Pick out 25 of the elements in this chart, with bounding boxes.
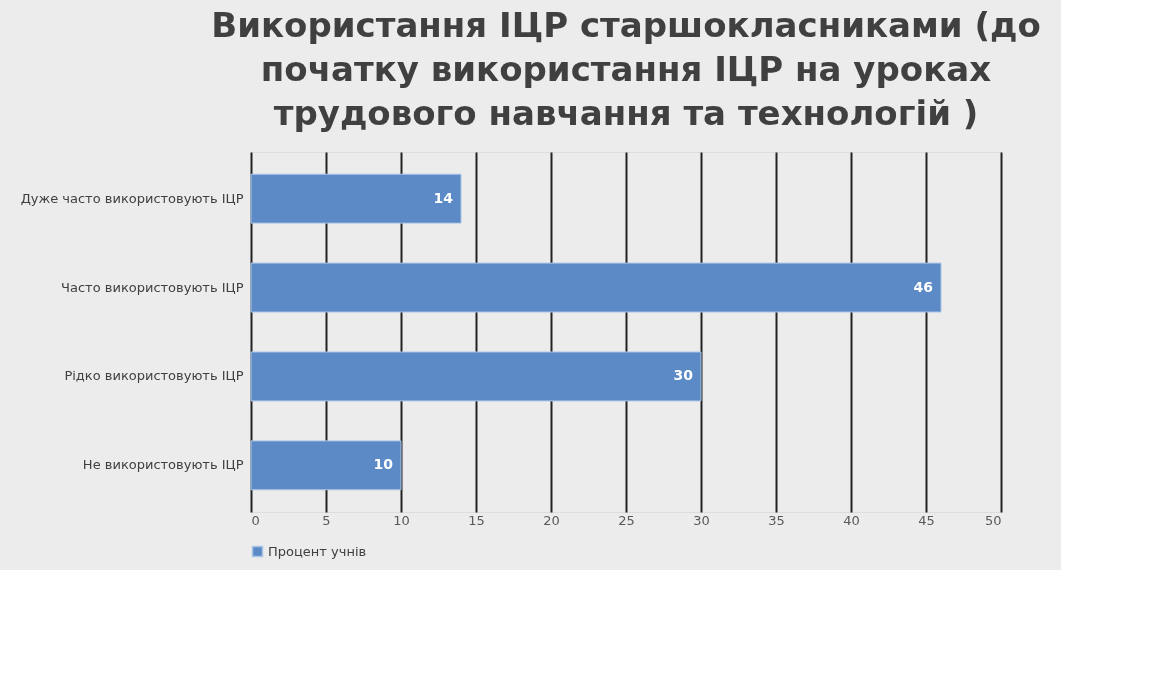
- data-label: 30: [673, 367, 694, 384]
- x-tick-label: 5: [322, 512, 331, 528]
- y-tick-label: Не використовують ІЦР: [82, 457, 244, 473]
- data-label: 46: [913, 278, 933, 295]
- chart-title: Використання ІЦР старшокласниками (до початку використання ІЦР на уроках трудового навчання та технологій ): [211, 5, 1041, 133]
- legend-label: Процент учнів: [268, 543, 367, 559]
- x-tick-label: 50: [984, 512, 1002, 528]
- y-tick-label: Часто використовують ІЦР: [61, 279, 244, 295]
- x-tick-label: 35: [768, 512, 785, 528]
- x-tick-label: 40: [843, 512, 860, 528]
- x-tick-label: 15: [468, 512, 485, 528]
- data-label: 14: [433, 189, 454, 206]
- x-tick-label: 25: [618, 512, 635, 528]
- x-tick-label: 45: [918, 512, 935, 528]
- data-label: 10: [373, 456, 394, 473]
- bar: [250, 440, 402, 491]
- x-tick-label: 30: [693, 512, 710, 528]
- x-tick-label: 20: [543, 512, 560, 528]
- x-tick-label: 10: [393, 512, 410, 528]
- x-tick-label: 0: [251, 512, 260, 528]
- y-tick-label: Дуже часто використовують ІЦР: [20, 190, 244, 206]
- y-tick-label: Рідко використовують ІЦР: [64, 368, 244, 384]
- bar: [250, 351, 702, 402]
- bar: [250, 173, 462, 224]
- bar: [250, 262, 942, 313]
